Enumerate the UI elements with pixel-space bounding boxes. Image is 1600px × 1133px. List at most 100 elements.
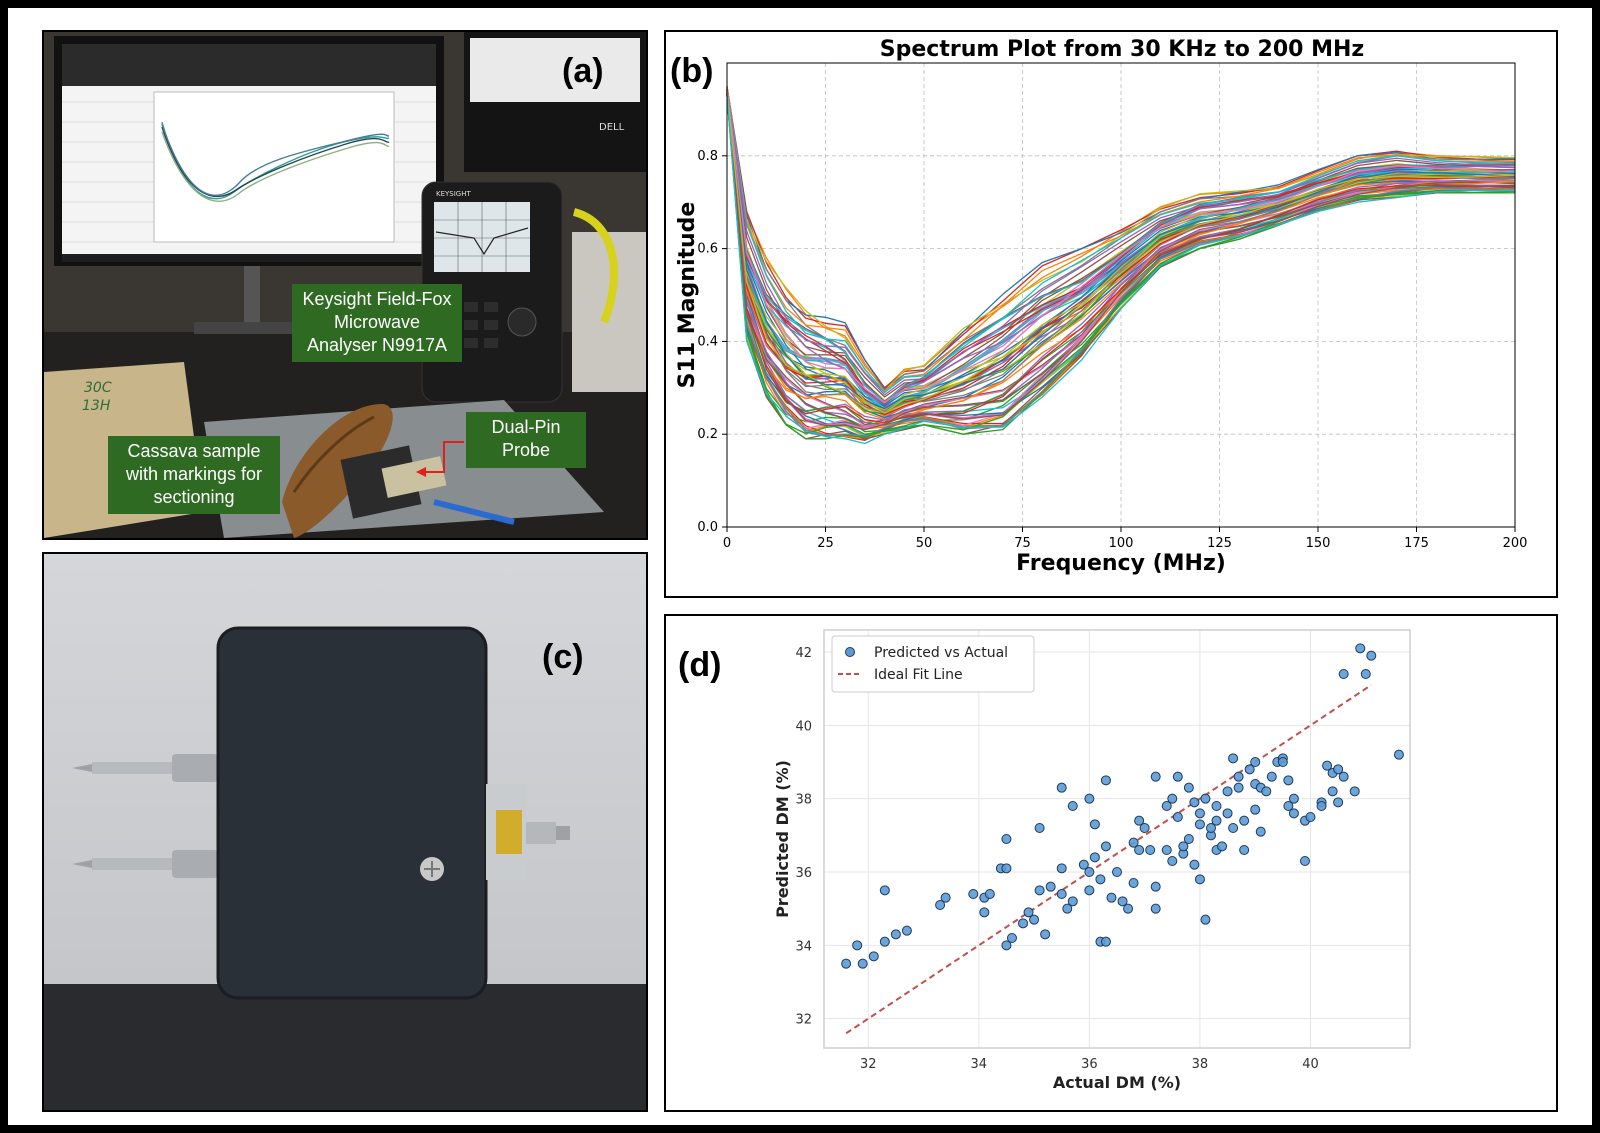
spectrum-chart: Spectrum Plot from 30 KHz to 200 MHz 0 25… xyxy=(675,37,1527,576)
spectrum-series-line xyxy=(726,90,1516,414)
spectrum-ytick-label: 0.8 xyxy=(697,149,718,164)
spectrum-series-line xyxy=(726,91,1516,414)
scatter-point xyxy=(1029,914,1040,925)
scatter-point xyxy=(1277,757,1288,767)
scatter-point xyxy=(1172,771,1183,782)
scatter-point xyxy=(841,958,852,969)
scatter-point xyxy=(1189,797,1200,808)
scatter-point xyxy=(1200,914,1211,925)
scatter-point xyxy=(1034,823,1045,833)
scatter-point xyxy=(1222,808,1233,819)
spectrum-xtick-label: 75 xyxy=(1014,536,1031,551)
spectrum-series-line xyxy=(726,93,1516,431)
scatter-point xyxy=(1067,801,1078,811)
spectrum-series-line xyxy=(726,89,1516,404)
lab-setup-photo: DELL KEYSIGHT 30C 13H xyxy=(44,32,646,538)
scatter-point xyxy=(1183,834,1194,844)
scatter-point xyxy=(1211,801,1222,811)
scatter-point xyxy=(1233,771,1244,782)
scatter-point xyxy=(1333,764,1344,775)
scatter-point xyxy=(1023,907,1034,918)
analyser-callout-line-2: Microwave xyxy=(333,312,421,332)
scatter-point xyxy=(1355,643,1366,654)
scatter-point xyxy=(1239,845,1250,855)
scatter-point xyxy=(1056,863,1067,874)
scatter-point xyxy=(1222,786,1233,797)
scatter-point xyxy=(1183,782,1194,793)
analyser-callout: Keysight Field-Fox Microwave Analyser N9… xyxy=(292,284,462,362)
instrument-brand: KEYSIGHT xyxy=(436,190,471,198)
scatter-point xyxy=(1150,771,1161,782)
analyser-callout-line-1: Keysight Field-Fox xyxy=(302,289,452,309)
scatter-point xyxy=(1134,845,1145,855)
scatter-point xyxy=(1056,889,1067,899)
spectrum-series-line xyxy=(726,91,1516,414)
scatter-point xyxy=(1322,760,1333,771)
scatter-point xyxy=(1084,793,1095,804)
scatter-point xyxy=(1205,823,1216,833)
probe-pins xyxy=(72,754,218,878)
spectrum-xtick-label: 0 xyxy=(723,536,731,551)
scatter-ytick-label: 36 xyxy=(795,866,812,881)
scatter-xtick-label: 36 xyxy=(1081,1057,1098,1072)
scatter-point xyxy=(1034,885,1045,896)
scatter-point xyxy=(1283,801,1294,811)
scatter-point xyxy=(1299,856,1310,866)
scatter-point xyxy=(940,892,951,903)
panel-d: 32 34 36 38 40 32 34 36 38 40 42 Predicted vs Act… xyxy=(664,614,1558,1112)
scatter-point xyxy=(1112,867,1122,877)
panel-b-label: (b) xyxy=(670,52,714,90)
probe-callout: Dual-Pin Probe xyxy=(466,412,586,468)
scatter-point xyxy=(1100,775,1111,786)
spectrum-series-line xyxy=(726,93,1516,424)
scatter-point xyxy=(1150,903,1161,914)
scatter-point xyxy=(879,936,890,947)
scatter-point xyxy=(1100,841,1111,852)
scatter-point xyxy=(879,885,890,896)
scatter-point xyxy=(1255,826,1266,837)
scatter-point xyxy=(1128,837,1139,848)
scatter-point xyxy=(1001,863,1012,874)
scatter-point xyxy=(1349,786,1360,797)
scatter-point xyxy=(1056,782,1067,793)
scatter-point xyxy=(1316,801,1327,811)
scatter-point xyxy=(1178,841,1189,852)
spectrum-series-line xyxy=(726,86,1516,389)
scatter-point xyxy=(1360,669,1371,679)
scatter-xlabel: Actual DM (%) xyxy=(1053,1073,1181,1092)
scatter-ytick-label: 34 xyxy=(795,939,812,954)
scatter-point xyxy=(1089,852,1100,863)
scatter-point xyxy=(1189,859,1200,870)
spectrum-xtick-label: 125 xyxy=(1207,536,1232,551)
spectrum-series-line xyxy=(726,92,1516,424)
scatter-point xyxy=(1067,896,1078,907)
scatter-point xyxy=(1250,804,1261,815)
panel-c-label: (c) xyxy=(542,638,584,676)
scatter-point xyxy=(968,889,979,899)
scatter-point xyxy=(1250,757,1261,767)
scatter-ytick-label: 32 xyxy=(795,1013,812,1028)
scatter-point xyxy=(1305,812,1316,822)
scatter-point xyxy=(1266,771,1277,782)
figure-sheet: DELL KEYSIGHT 30C 13H xyxy=(8,8,1592,1125)
panel-b: Spectrum Plot from 30 KHz to 200 MHz 0 25… xyxy=(664,30,1558,598)
sample-callout-line-1: Cassava sample xyxy=(127,441,261,461)
spectrum-xtick-label: 100 xyxy=(1109,536,1134,551)
scatter-xtick-label: 38 xyxy=(1192,1057,1209,1072)
probe-callout-line-2: Probe xyxy=(501,440,551,460)
spectrum-series-line xyxy=(726,88,1516,398)
panel-a: DELL KEYSIGHT 30C 13H xyxy=(42,30,648,540)
spectrum-series-line xyxy=(726,90,1516,412)
spectrum-xtick-label: 25 xyxy=(817,536,834,551)
scatter-point xyxy=(1045,881,1056,892)
scatter-point xyxy=(1167,793,1178,804)
spectrum-xtick-label: 50 xyxy=(916,536,933,551)
scatter-point xyxy=(1338,771,1349,782)
scatter-point xyxy=(1283,775,1294,786)
scatter-point xyxy=(1327,786,1338,797)
scatter-point xyxy=(1095,874,1106,885)
svg-text:13H: 13H xyxy=(82,398,111,414)
legend-entry-fit: Ideal Fit Line xyxy=(874,667,963,683)
spectrum-ytick-label: 0.0 xyxy=(697,520,718,535)
spectrum-series-line xyxy=(726,89,1516,404)
